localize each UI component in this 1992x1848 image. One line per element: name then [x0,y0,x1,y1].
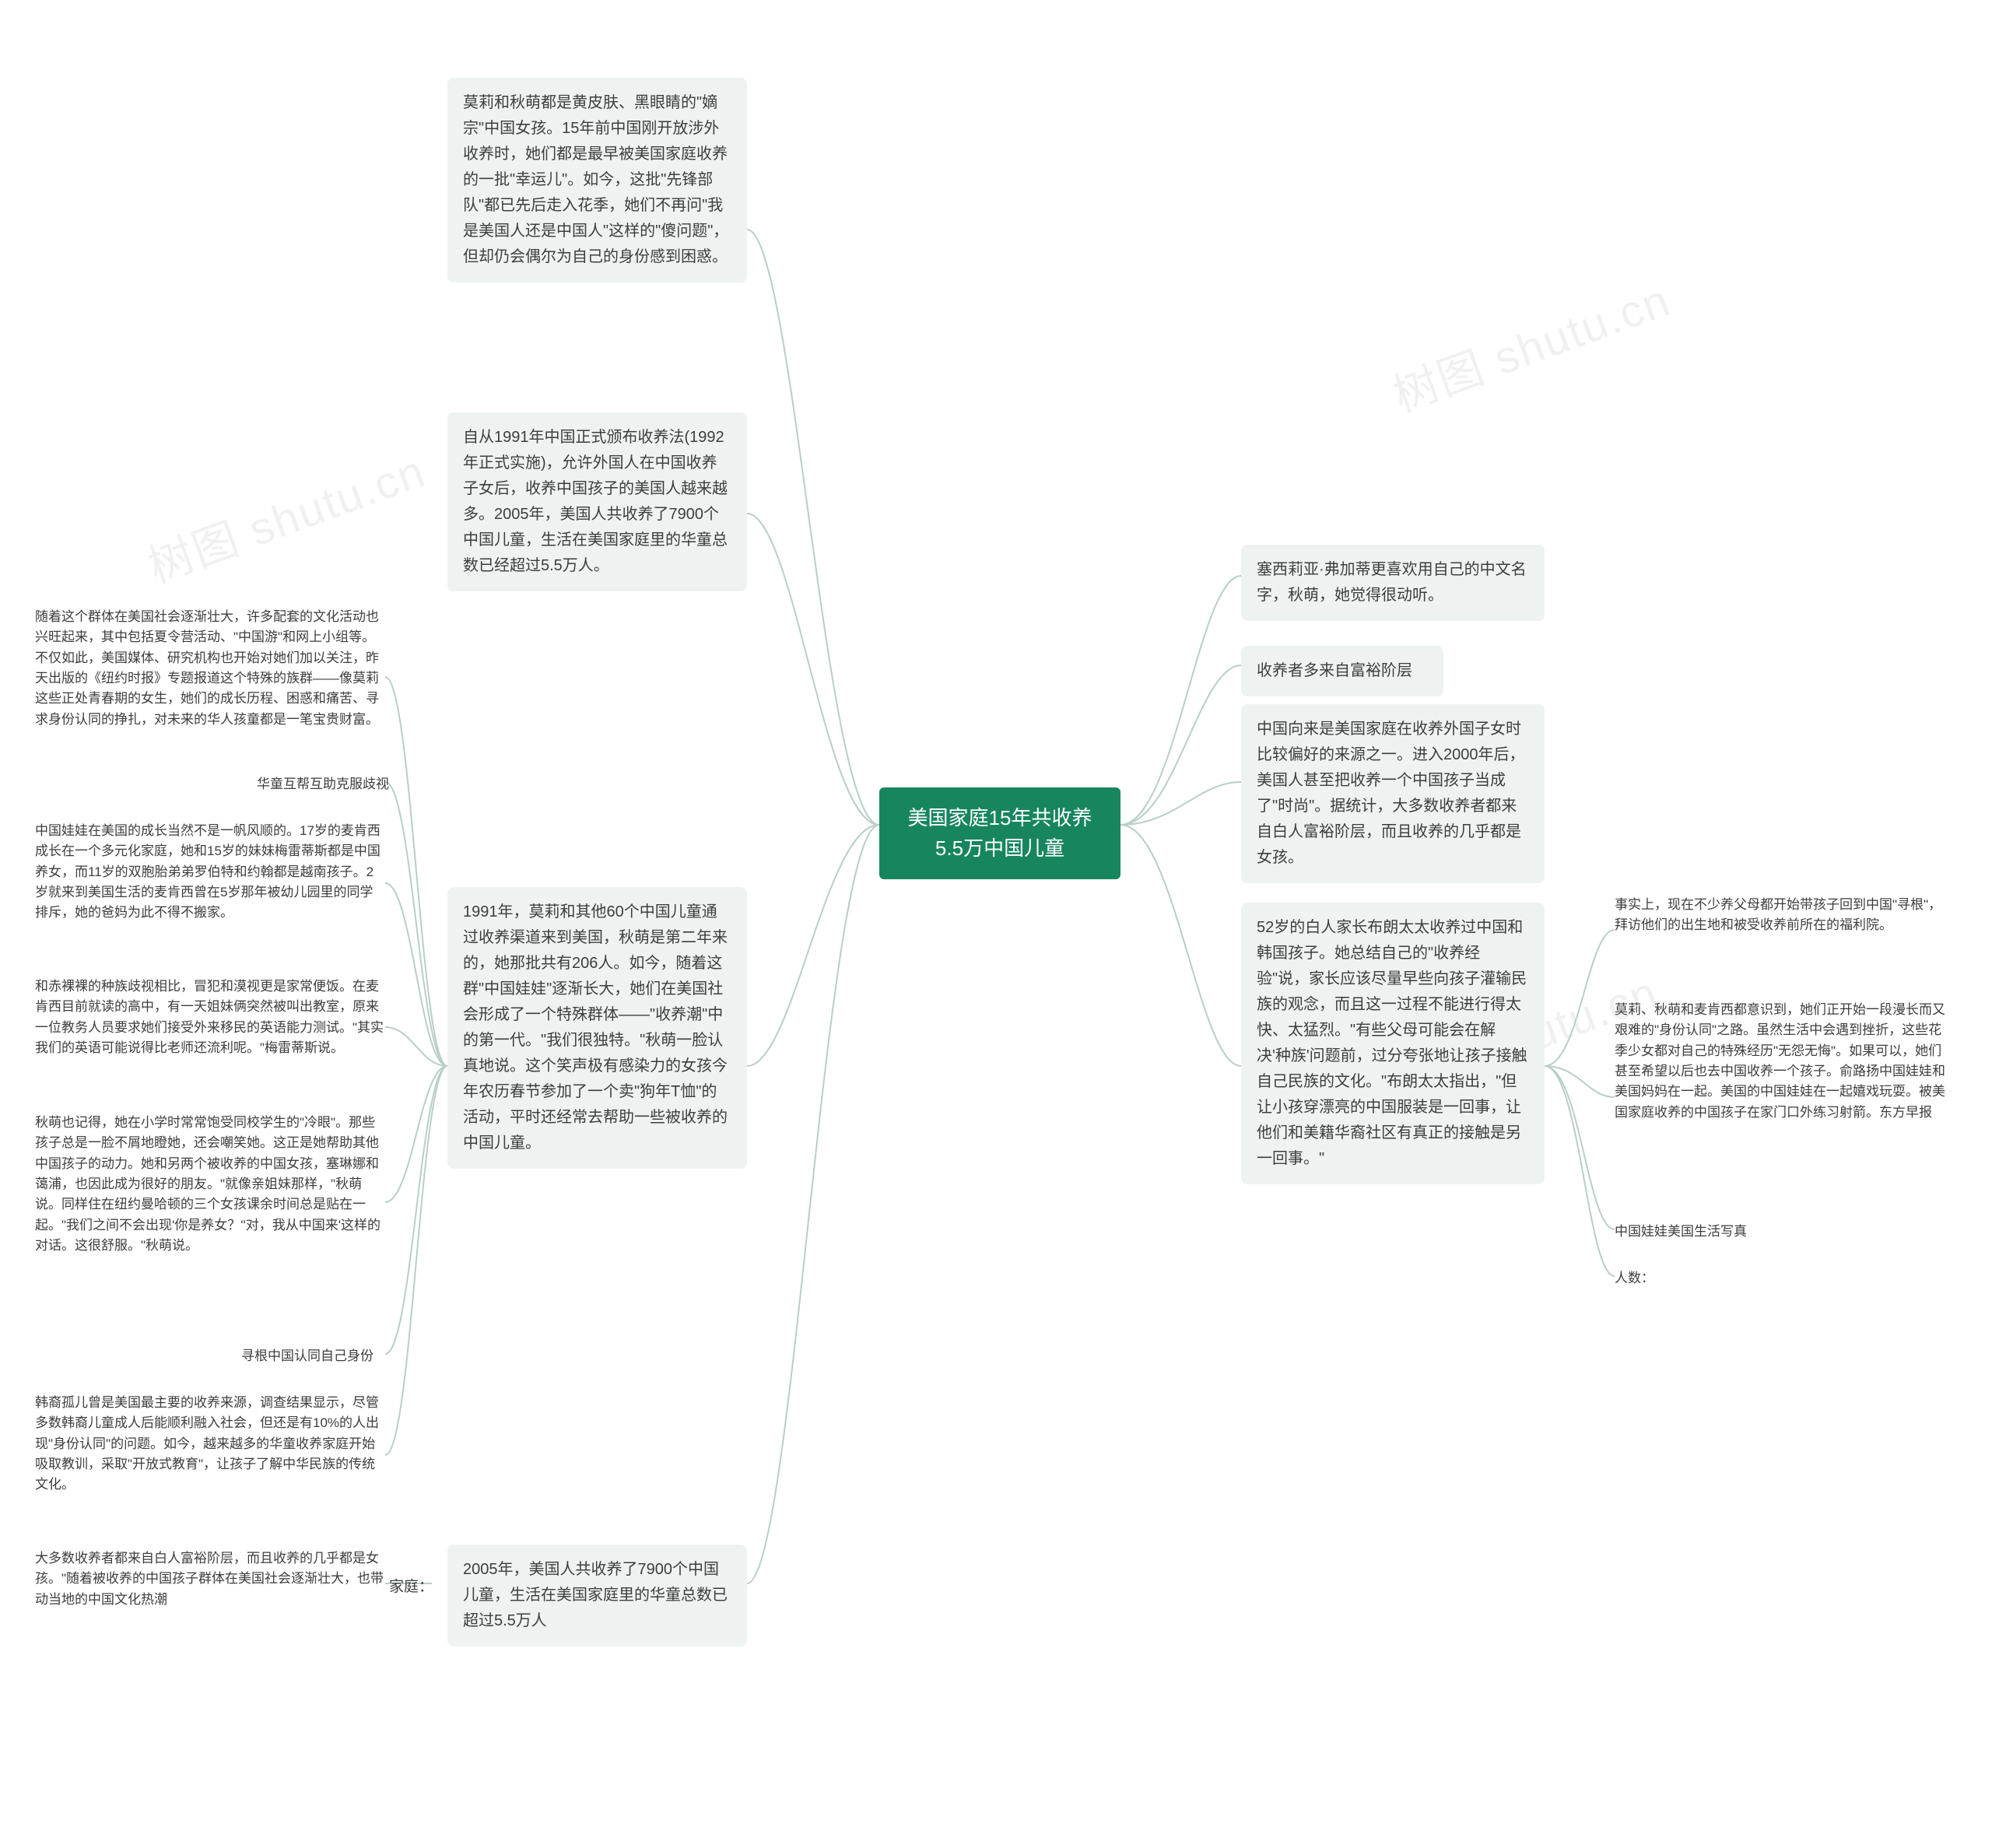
right-q3: 中国娃娃美国生活写真 [1615,1222,1809,1242]
left-b4-label: 家庭： [389,1576,444,1598]
left-p8: 大多数收养者都来自白人富裕阶层，而且收养的几乎都是女孩。"随着被收养的中国孩子群… [35,1548,385,1610]
left-bubble-1: 莫莉和秋萌都是黄皮肤、黑眼睛的"嫡宗"中国女孩。15年前中国刚开放涉外收养时，她… [447,78,747,282]
watermark: 树图 shutu.cn [1383,264,1678,425]
left-p6: 寻根中国认同自己身份 [241,1346,397,1366]
right-q1: 事实上，现在不少养父母都开始带孩子回到中国"寻根"，拜访他们的出生地和被受收养前… [1615,895,1953,936]
left-p7: 韩裔孤儿曾是美国最主要的收养来源，调查结果显示，尽管多数韩裔儿童成人后能顺利融入… [35,1393,385,1496]
left-bubble-4: 2005年，美国人共收养了7900个中国儿童，生活在美国家庭里的华童总数已超过5… [447,1545,747,1646]
right-q4: 人数： [1615,1268,1692,1289]
right-bubble-1: 塞西莉亚·弗加蒂更喜欢用自己的中文名字，秋萌，她觉得很动听。 [1241,545,1545,621]
left-p2: 华童互帮互助克服歧视 [257,774,412,794]
right-bubble-3: 中国向来是美国家庭在收养外国子女时比较偏好的来源之一。进入2000年后，美国人甚… [1241,704,1545,883]
right-bubble-4: 52岁的白人家长布朗太太收养过中国和韩国孩子。她总结自己的"收养经验"说，家长应… [1241,903,1545,1184]
center-node: 美国家庭15年共收养5.5万中国儿童 [879,787,1120,879]
left-p1: 随着这个群体在美国社会逐渐壮大，许多配套的文化活动也兴旺起来，其中包括夏令营活动… [35,607,385,730]
watermark: 树图 shutu.cn [138,435,433,596]
left-p4: 和赤裸裸的种族歧视相比，冒犯和漠视更是家常便饭。在麦肯西目前就读的高中，有一天姐… [35,977,385,1058]
right-q2: 莫莉、秋萌和麦肯西都意识到，她们正开始一段漫长而又艰难的"身份认同"之路。虽然生… [1615,1000,1953,1123]
left-p5: 秋萌也记得，她在小学时常常饱受同校学生的"冷眼"。那些孩子总是一脸不屑地瞪她，还… [35,1113,385,1256]
left-p3: 中国娃娃在美国的成长当然不是一帆风顺的。17岁的麦肯西成长在一个多元化家庭，她和… [35,821,385,924]
left-bubble-2: 自从1991年中国正式颁布收养法(1992年正式实施)，允许外国人在中国收养子女… [447,412,747,591]
left-bubble-3: 1991年，莫莉和其他60个中国儿童通过收养渠道来到美国，秋萌是第二年来的，她那… [447,887,747,1169]
right-bubble-2: 收养者多来自富裕阶层 [1241,646,1443,696]
